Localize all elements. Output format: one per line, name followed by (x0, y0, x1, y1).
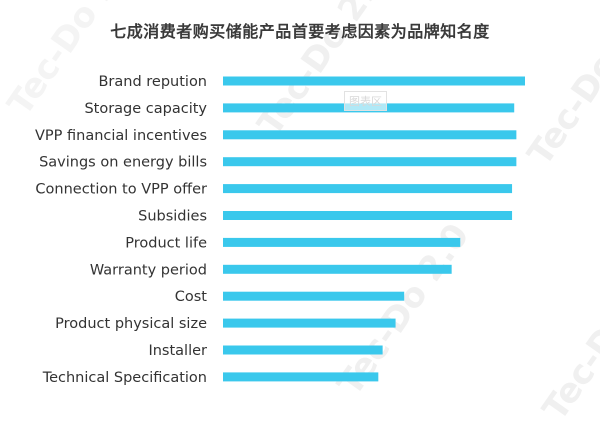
bar (223, 291, 405, 301)
bar-chart: Brand repution Storage capacity VPP financ… (35, 74, 525, 386)
category-label: Warranty period (90, 262, 207, 278)
category-label: Savings on energy bills (39, 155, 207, 171)
category-label: Connection to VPP offer (35, 182, 207, 198)
bar (223, 264, 452, 274)
bar (223, 76, 525, 86)
category-label: Product life (125, 235, 207, 251)
bar (223, 318, 396, 328)
category-label: Technical Specification (42, 370, 207, 386)
category-label: Storage capacity (84, 101, 207, 117)
bar (223, 237, 461, 247)
category-label: Brand repution (98, 74, 207, 90)
category-label: Product physical size (55, 316, 207, 332)
category-label: VPP financial incentives (35, 128, 207, 144)
category-label: Subsidies (138, 209, 207, 225)
category-label: Cost (175, 289, 208, 305)
chart-title: 七成消费者购买储能产品首要考虑因素为品牌知名度 (110, 22, 490, 41)
category-label: Installer (148, 343, 207, 359)
bar (223, 130, 517, 140)
bar (223, 103, 515, 113)
bar (223, 372, 379, 382)
bar (223, 211, 513, 220)
bar (223, 157, 517, 167)
bar (223, 345, 383, 355)
bar (223, 184, 513, 194)
